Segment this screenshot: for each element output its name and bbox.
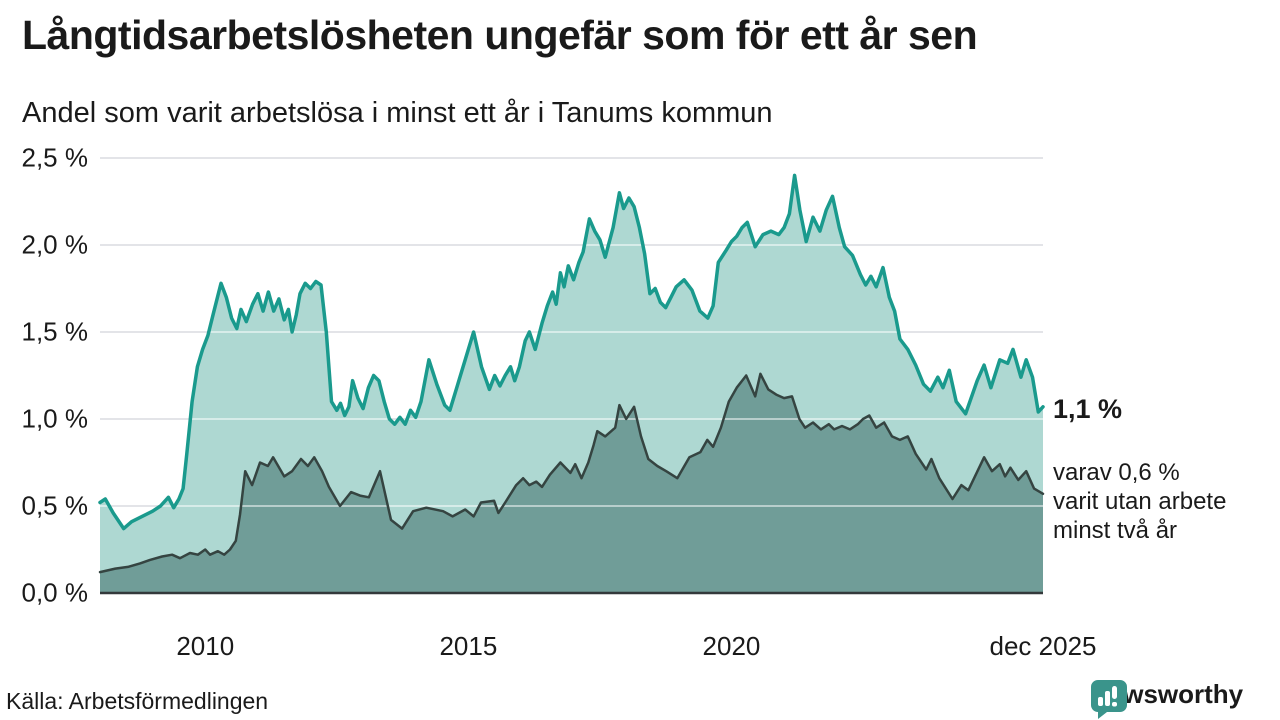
y-axis-tick-label: 2,0 % bbox=[21, 229, 89, 260]
newsworthy-icon bbox=[1091, 680, 1127, 719]
x-axis-tick-label: dec 2025 bbox=[989, 631, 1097, 661]
page-subtitle: Andel som varit arbetslösa i minst ett å… bbox=[22, 97, 773, 129]
x-axis-tick-label: 2020 bbox=[702, 631, 761, 661]
page-title: Långtidsarbetslösheten ungefär som för e… bbox=[22, 12, 978, 58]
source-caption: Källa: Arbetsförmedlingen bbox=[6, 688, 269, 714]
secondary-value-line3: minst två år bbox=[1053, 517, 1178, 544]
secondary-value-label: varav 0,6 % varit utan arbete minst två … bbox=[1053, 458, 1226, 545]
y-axis-tick-label: 2,5 % bbox=[21, 142, 89, 173]
logo-exclamation-dot bbox=[1112, 702, 1117, 707]
upper-series-line bbox=[98, 173, 1045, 531]
x-axis-tick-label: 2015 bbox=[439, 631, 498, 661]
logo-exclamation-bar bbox=[1112, 686, 1117, 699]
x-axis-tick-label: 2010 bbox=[176, 631, 235, 661]
logo-bar-short bbox=[1098, 697, 1103, 706]
lower-series-area bbox=[100, 373, 1043, 593]
lower-series-line bbox=[98, 372, 1045, 574]
y-axis-tick-label: 0,5 % bbox=[21, 490, 89, 521]
logo-bar-tall bbox=[1105, 691, 1110, 706]
secondary-value-line1: varav 0,6 % bbox=[1053, 459, 1180, 486]
latest-value-label: 1,1 % bbox=[1053, 394, 1123, 424]
y-axis-tick-label: 0,0 % bbox=[21, 577, 89, 608]
brand-logo: Newsworthy bbox=[1090, 679, 1243, 719]
y-axis-tick-label: 1,5 % bbox=[21, 316, 89, 347]
secondary-value-line2: varit utan arbete bbox=[1053, 488, 1227, 515]
y-axis-tick-label: 1,0 % bbox=[21, 403, 89, 434]
